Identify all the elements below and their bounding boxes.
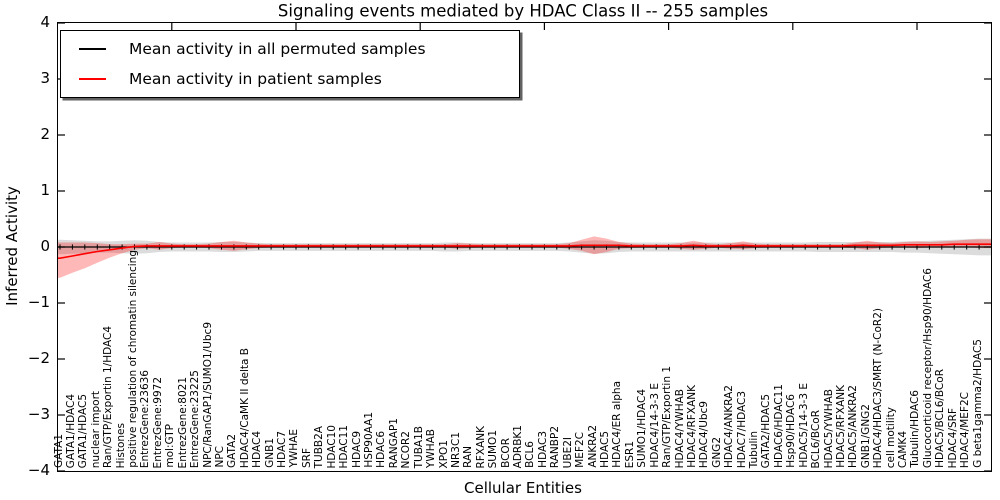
x-category-label: RANGAP1 — [387, 417, 400, 468]
x-category-label: mol:GTP — [164, 424, 177, 468]
x-category-label: cell motility — [884, 406, 897, 468]
x-category-label: ADRBK1 — [512, 424, 525, 468]
x-category-label: NPC — [213, 446, 226, 468]
x-category-label: HDAC6/HDAC11 — [772, 384, 785, 468]
x-category-label: SUMO1/HDAC4 — [636, 389, 649, 468]
x-category-label: HDAC4/YWHAB — [673, 388, 686, 468]
x-category-label: Tubulin — [748, 430, 761, 468]
x-category-label: HDAC4/14-3-3 E — [648, 383, 661, 468]
x-category-label: GATA1 — [52, 434, 65, 468]
x-category-label: HDAC5/14-3-3 E — [797, 383, 810, 468]
black-line-sample-icon — [79, 48, 106, 50]
x-category-label: Glucocorticoid receptor/Hsp90/HDAC6 — [921, 267, 934, 468]
x-category-label: NR3C1 — [449, 432, 462, 468]
x-category-label: EntrezGene:8021 — [176, 376, 189, 468]
x-category-label: CAMK4 — [897, 430, 910, 468]
y-tick-label: 2 — [40, 125, 50, 143]
x-category-label: YWHAB — [425, 428, 438, 468]
x-category-label: SRF — [300, 447, 313, 468]
x-category-label: Tubulin/HDAC6 — [909, 390, 922, 468]
x-category-label: Hsp90/HDAC6 — [785, 394, 798, 468]
x-category-label: HDAC6 — [375, 431, 388, 468]
x-category-label: GATA1/HDAC5 — [77, 393, 90, 468]
x-category-label: YWHAE — [288, 429, 301, 468]
x-category-label: HDAC7/HDAC3 — [735, 390, 748, 468]
x-category-label: HDAC9 — [350, 431, 363, 468]
y-tick-label: −4 — [27, 461, 50, 479]
x-category-label: HDAC5/BCL6/BCoR — [934, 369, 947, 468]
x-category-label: BCL6 — [524, 441, 537, 468]
x-category-label: EntrezGene:9972 — [151, 376, 164, 468]
x-category-label: NCOR2 — [400, 430, 413, 468]
legend-label: Mean activity in all permuted samples — [129, 40, 426, 58]
x-axis-label: Cellular Entities — [464, 479, 582, 497]
x-category-label: HDAC4/ANKRA2 — [723, 384, 736, 468]
x-category-label: HDAC5/YWHAB — [822, 388, 835, 468]
x-category-label: HDAC5/ANKRA2 — [847, 384, 860, 468]
x-category-label: BCOR — [499, 438, 512, 468]
x-category-label: HDAC11 — [338, 424, 351, 469]
x-category-label: HDAC5 — [598, 431, 611, 468]
x-category-label: HSP90AA1 — [363, 412, 375, 468]
x-category-label: GNB1/GNG2 — [859, 403, 872, 468]
x-category-label: nuclear import — [89, 390, 102, 468]
y-tick-label: 0 — [40, 237, 50, 255]
x-category-label: ESR1 — [623, 440, 636, 468]
x-category-label: EntrezGene:23636 — [139, 369, 152, 468]
y-tick-label: −1 — [27, 293, 50, 311]
x-category-label: GATA1/HDAC4 — [64, 393, 77, 468]
x-category-label: G beta1gamma2/HDAC5 — [971, 339, 984, 468]
x-category-label: HDAC4/SRF — [946, 407, 959, 468]
x-category-label: GNB1 — [263, 438, 276, 468]
x-category-label: EntrezGene:23225 — [189, 369, 202, 468]
x-category-label: Ran/GTP/Exportin 1/HDAC4 — [102, 325, 115, 468]
x-category-label: TUBB2A — [313, 425, 326, 468]
x-category-label: HDAC4/HDAC3/SMRT (N-CoR2) — [872, 307, 885, 468]
y-tick-label: 3 — [40, 69, 50, 87]
x-category-label: Ran/GTP/Exportin 1 — [661, 366, 674, 468]
x-category-label: BCL6/BCoR — [810, 409, 823, 469]
y-tick-label: 4 — [40, 13, 50, 31]
legend-label: Mean activity in patient samples — [129, 70, 382, 88]
x-category-label: HDAC3 — [536, 431, 549, 468]
x-category-label: TUBA1B — [412, 425, 425, 468]
y-tick-label: −3 — [27, 405, 50, 423]
legend: Mean activity in all permuted samples Me… — [60, 30, 520, 98]
x-category-label: XPO1 — [437, 439, 450, 468]
legend-item-permuted: Mean activity in all permuted samples — [61, 34, 519, 64]
x-category-label: HDAC7 — [276, 431, 289, 468]
y-tick-label: 1 — [40, 181, 50, 199]
red-line-sample-icon — [79, 78, 106, 80]
x-category-label: MEF2C — [574, 432, 587, 468]
x-category-label: HDAC5/RFXANK — [834, 385, 847, 468]
x-category-label: Histones — [114, 422, 127, 468]
x-category-label: RANBP2 — [549, 425, 562, 468]
x-category-label: HDAC4 — [251, 431, 264, 468]
x-category-label: HDAC4/CaMK II delta B — [238, 347, 251, 468]
x-category-label: GATA2 — [226, 434, 239, 468]
x-category-label: UBE2I — [561, 436, 574, 468]
x-category-label: SUMO1 — [487, 429, 500, 468]
x-category-label: GNG2 — [710, 437, 723, 468]
x-category-label: HDAC4/ER alpha — [611, 381, 624, 468]
x-category-label: HDAC4/Ubc9 — [698, 400, 711, 468]
legend-item-patient: Mean activity in patient samples — [61, 64, 519, 94]
x-category-label: ANKRA2 — [586, 425, 599, 468]
x-category-label: RFXANK — [474, 425, 487, 468]
x-category-label: RAN — [462, 446, 475, 468]
x-category-label: positive regulation of chromatin silenci… — [127, 250, 140, 468]
x-category-label: GATA2/HDAC5 — [760, 393, 773, 468]
x-category-label: NPC/RanGAP1/SUMO1/Ubc9 — [201, 322, 214, 468]
chart-title: Signaling events mediated by HDAC Class … — [277, 1, 769, 21]
y-tick-label: −2 — [27, 349, 50, 367]
x-category-label: HDAC10 — [325, 424, 338, 469]
x-category-label: HDAC4/MEF2C — [959, 391, 972, 468]
x-category-label: HDAC4/RFXANK — [685, 385, 698, 468]
